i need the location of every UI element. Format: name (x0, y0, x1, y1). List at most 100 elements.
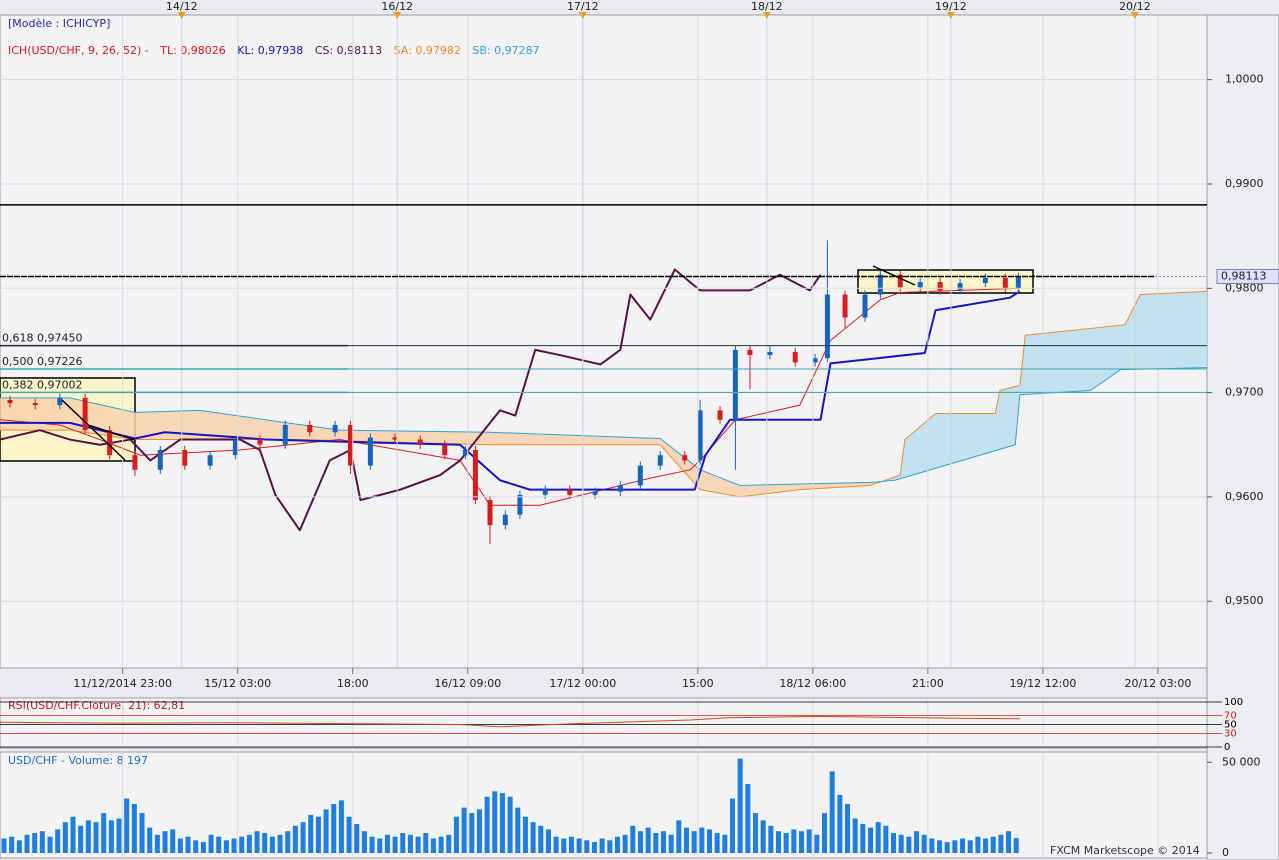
price-axis (1206, 14, 1279, 860)
candle-body (747, 349, 753, 356)
candle-body (487, 500, 493, 526)
volume-bar (369, 836, 375, 853)
candle-body (392, 437, 398, 440)
date-label: 17/12 (567, 0, 599, 13)
volume-bar (768, 825, 774, 853)
candle-body (517, 494, 523, 515)
volume-bar (16, 840, 22, 853)
candle-body (442, 444, 448, 456)
candle-body (542, 489, 548, 495)
rsi-tick-label: 0 (1224, 742, 1230, 753)
date-label: 16/12 (381, 0, 413, 13)
volume-bar (845, 804, 851, 853)
candle-body (182, 449, 188, 466)
date-label: 18/12 (751, 0, 783, 13)
candle-body (824, 294, 830, 359)
volume-bar (883, 825, 889, 853)
template-label: [Modèle : ICHICYP] (8, 17, 110, 30)
candle-body (812, 358, 818, 363)
volume-bar (101, 813, 107, 853)
volume-bar (745, 784, 751, 853)
volume-bar (607, 840, 613, 853)
volume-bar (645, 827, 651, 853)
volume-bar (254, 831, 260, 853)
volume-bar (622, 834, 628, 853)
volume-bar (331, 804, 337, 853)
candle-body (842, 294, 848, 318)
y-tick-label: 0,9700 (1225, 386, 1264, 399)
volume-bar (315, 816, 321, 853)
x-tick-label: 15:00 (682, 677, 714, 690)
volume-bar (461, 807, 467, 853)
volume-bar (515, 807, 521, 853)
candle-body (417, 439, 423, 445)
volume-bar (852, 818, 858, 853)
volume-bar (177, 838, 183, 853)
volume-bar (653, 833, 659, 853)
volume-bar (423, 833, 429, 853)
candle-body (332, 424, 338, 433)
volume-bar (683, 827, 689, 853)
volume-bar (323, 809, 329, 853)
candle-body (207, 455, 213, 466)
rsi-tick-label: 70 (1224, 711, 1237, 722)
volume-bar (70, 816, 76, 853)
candle-body (1002, 277, 1008, 289)
volume-bar (116, 818, 122, 853)
volume-bar (292, 825, 298, 853)
volume-bar (937, 840, 943, 853)
candle-body (732, 349, 738, 420)
volume-bar (561, 838, 567, 853)
volume-bar (246, 834, 252, 853)
date-marker (177, 12, 186, 19)
x-tick-label: 21:00 (912, 677, 944, 690)
rsi-title: RSI(USD/CHF.Cloture, 21): 62,81 (8, 699, 185, 712)
volume-bar (983, 838, 989, 853)
volume-bar (131, 804, 137, 853)
volume-bar (446, 834, 452, 853)
volume-bar (584, 840, 590, 853)
volume-bar (722, 834, 728, 853)
y-tick-label: 1,0000 (1225, 73, 1264, 86)
candle-body (472, 449, 478, 501)
volume-bar (630, 825, 636, 853)
volume-bar (814, 834, 820, 853)
date-marker (762, 12, 771, 19)
trend-line (61, 399, 126, 461)
volume-bar (776, 831, 782, 853)
x-tick-label: 11/12/2014 23:00 (73, 677, 172, 690)
fib-label: 0,500 0,97226 (2, 355, 82, 368)
date-marker (946, 12, 955, 19)
x-tick-label: 18/12 06:00 (779, 677, 846, 690)
volume-bar (216, 836, 222, 853)
date-label: 20/12 (1119, 0, 1151, 13)
volume-bar (308, 814, 314, 853)
candle-body (592, 491, 598, 495)
footer: FXCM Marketscope © 2014 (1050, 844, 1200, 857)
volume-bar (407, 834, 413, 853)
candle-body (132, 455, 138, 470)
volume-bar (438, 836, 444, 853)
volume-bar (591, 842, 597, 853)
volume-bar (32, 833, 38, 853)
volume-bar (553, 836, 559, 853)
volume-bar (975, 836, 981, 853)
volume-bar (300, 822, 306, 853)
volume-bar (147, 827, 153, 853)
rsi-line (0, 715, 1020, 728)
volume-bar (760, 820, 766, 853)
date-label: 14/12 (166, 0, 198, 13)
volume-bar (47, 836, 53, 853)
volume-bar (85, 820, 91, 853)
candle-body (347, 424, 353, 466)
volume-bar (285, 831, 291, 853)
volume-bar (929, 838, 935, 853)
volume-bar (162, 831, 168, 853)
volume-bar (706, 829, 712, 853)
volume-bar (231, 838, 237, 853)
volume-bar (139, 813, 145, 853)
indicator-legend: ICH(USD/CHF, 9, 26, 52) - TL: 0,98026 KL… (8, 44, 540, 57)
candle-body (257, 439, 263, 445)
candle-body (982, 277, 988, 284)
volume-bar (469, 813, 475, 853)
